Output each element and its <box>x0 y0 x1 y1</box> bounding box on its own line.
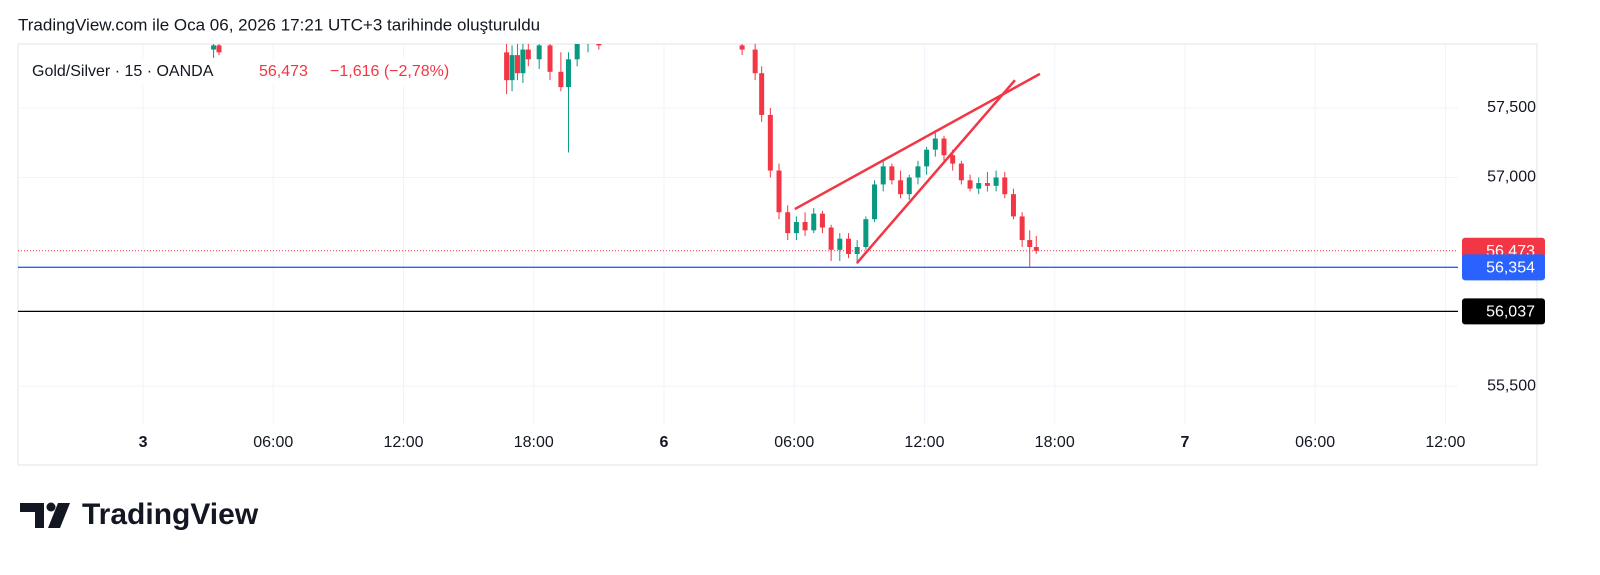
candle-body <box>767 114 773 171</box>
price-label-box <box>1462 254 1545 281</box>
legend-bg <box>20 58 480 86</box>
x-tick-label: 6 <box>660 434 669 451</box>
last-price: 56,473 <box>259 63 308 80</box>
x-tick-label: 3 <box>139 434 148 451</box>
brand-logo: TradingView <box>20 498 259 531</box>
candle-body <box>520 49 526 74</box>
logo-mark <box>20 503 44 528</box>
candle-body <box>984 183 990 186</box>
logo-dot <box>46 502 56 512</box>
candle-body <box>776 170 782 213</box>
candle-body <box>1019 216 1025 241</box>
candle-body <box>976 183 982 189</box>
price-label: 56,354 <box>1486 260 1535 277</box>
candle-body <box>509 55 515 81</box>
x-tick-label: 18:00 <box>1035 434 1075 451</box>
candle-body <box>514 55 520 74</box>
candle-body <box>993 177 999 186</box>
x-tick-label: 12:00 <box>1425 434 1465 451</box>
candle-body <box>558 71 564 88</box>
candle-body <box>958 163 964 181</box>
trend-line <box>856 79 1016 264</box>
axes: 3 06:00 12:00 18:00 6 06:00 12:00 18:00 7 06:00 12… <box>139 99 1537 451</box>
price-label: 56,037 <box>1486 304 1535 321</box>
chart-frame <box>17 43 1538 466</box>
candle-body <box>880 166 886 185</box>
candle-body <box>574 44 580 60</box>
x-tick-label: 12:00 <box>904 434 944 451</box>
header: TradingView.com ile Oca 06, 2026 17:21 U… <box>18 15 540 34</box>
candle-body <box>967 180 973 189</box>
x-tick-label: 12:00 <box>383 434 423 451</box>
grid <box>18 44 1458 425</box>
candle-body <box>863 219 869 248</box>
candle-body <box>837 238 843 250</box>
x-tick-label: 06:00 <box>1295 434 1335 451</box>
candle-body <box>1033 247 1039 251</box>
candle-body <box>211 45 217 50</box>
candle-body <box>1010 194 1016 217</box>
symbol: Gold/Silver · 15 · OANDA <box>32 63 214 80</box>
candle-body <box>854 247 860 254</box>
candle-body <box>525 49 531 60</box>
candle-body <box>811 213 817 231</box>
candle-body <box>793 221 799 234</box>
logo-mark <box>48 503 70 528</box>
candle-body <box>889 166 895 181</box>
candle-body <box>924 149 930 167</box>
x-tick-label: 7 <box>1180 434 1189 451</box>
candle-body <box>898 180 904 195</box>
candle-body <box>819 213 825 228</box>
candle-body <box>915 166 921 178</box>
price-label-box <box>1462 298 1545 325</box>
candle-body <box>1027 240 1033 248</box>
candle-body <box>1002 177 1008 195</box>
x-tick-label: 06:00 <box>253 434 293 451</box>
change: −1,616 (−2,78%) <box>330 63 449 80</box>
x-tick-label: 06:00 <box>774 434 814 451</box>
y-tick-label: 57,000 <box>1487 169 1536 186</box>
plot-area <box>211 44 1041 267</box>
candle-body <box>906 177 912 195</box>
candle-body <box>547 45 553 72</box>
candle-body <box>785 212 791 234</box>
candle-body <box>872 184 878 220</box>
y-tick-label: 57,500 <box>1487 99 1536 116</box>
candle-body <box>536 45 542 60</box>
candle-body <box>845 238 851 254</box>
x-tick-label: 18:00 <box>514 434 554 451</box>
brand: TradingView <box>82 498 259 531</box>
candle-body <box>950 155 956 164</box>
candle-body <box>739 45 745 50</box>
candle-body <box>216 45 222 53</box>
candle-body <box>596 44 602 46</box>
candle-body <box>504 52 510 81</box>
trend-line <box>794 72 1041 211</box>
candle-body <box>941 138 947 156</box>
candle-body <box>828 227 834 250</box>
y-tick-label: 55,500 <box>1487 377 1536 394</box>
candle-body <box>565 59 571 88</box>
candle-body <box>759 73 765 115</box>
candle-body <box>752 49 758 74</box>
candle-body <box>932 138 938 150</box>
candle-body <box>802 221 808 231</box>
